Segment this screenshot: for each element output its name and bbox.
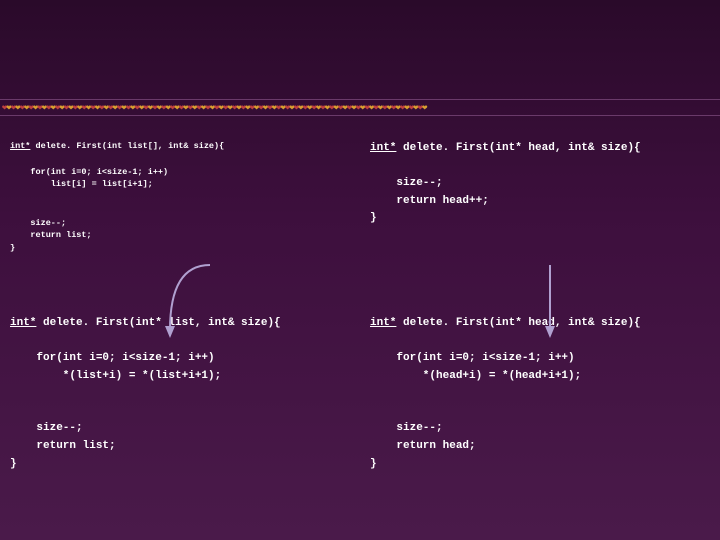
code-top-left: int* delete. First(int list[], int& size… — [10, 140, 350, 255]
keyword-int: int* — [10, 317, 36, 329]
keyword-int: int* — [10, 141, 30, 151]
title-spacer — [0, 0, 720, 100]
code-body: for(int i=0; i<size-1; i++) *(head+i) = … — [370, 352, 581, 470]
code-grid: int* delete. First(int list[], int& size… — [0, 116, 720, 483]
code-sig: delete. First(int* list, int& size){ — [36, 317, 280, 329]
code-bottom-right: int* delete. First(int* head, int& size)… — [370, 315, 710, 473]
code-sig: delete. First(int list[], int& size){ — [30, 141, 224, 151]
keyword-int: int* — [370, 317, 396, 329]
keyword-int: int* — [370, 142, 396, 154]
code-body: for(int i=0; i<size-1; i++) *(list+i) = … — [10, 352, 221, 470]
code-sig: delete. First(int* head, int& size){ — [396, 142, 640, 154]
code-top-right: int* delete. First(int* head, int& size)… — [370, 140, 710, 255]
code-body: for(int i=0; i<size-1; i++) list[i] = li… — [10, 167, 168, 254]
hearts-divider: ❤❤❤❤❤❤❤❤❤❤❤❤❤❤❤❤❤❤❤❤❤❤❤❤❤❤❤❤❤❤❤❤❤❤❤❤❤❤❤❤… — [0, 100, 720, 116]
code-bottom-left: int* delete. First(int* list, int& size)… — [10, 315, 350, 473]
code-sig: delete. First(int* head, int& size){ — [396, 317, 640, 329]
code-body: size--; return head++; } — [370, 177, 489, 224]
